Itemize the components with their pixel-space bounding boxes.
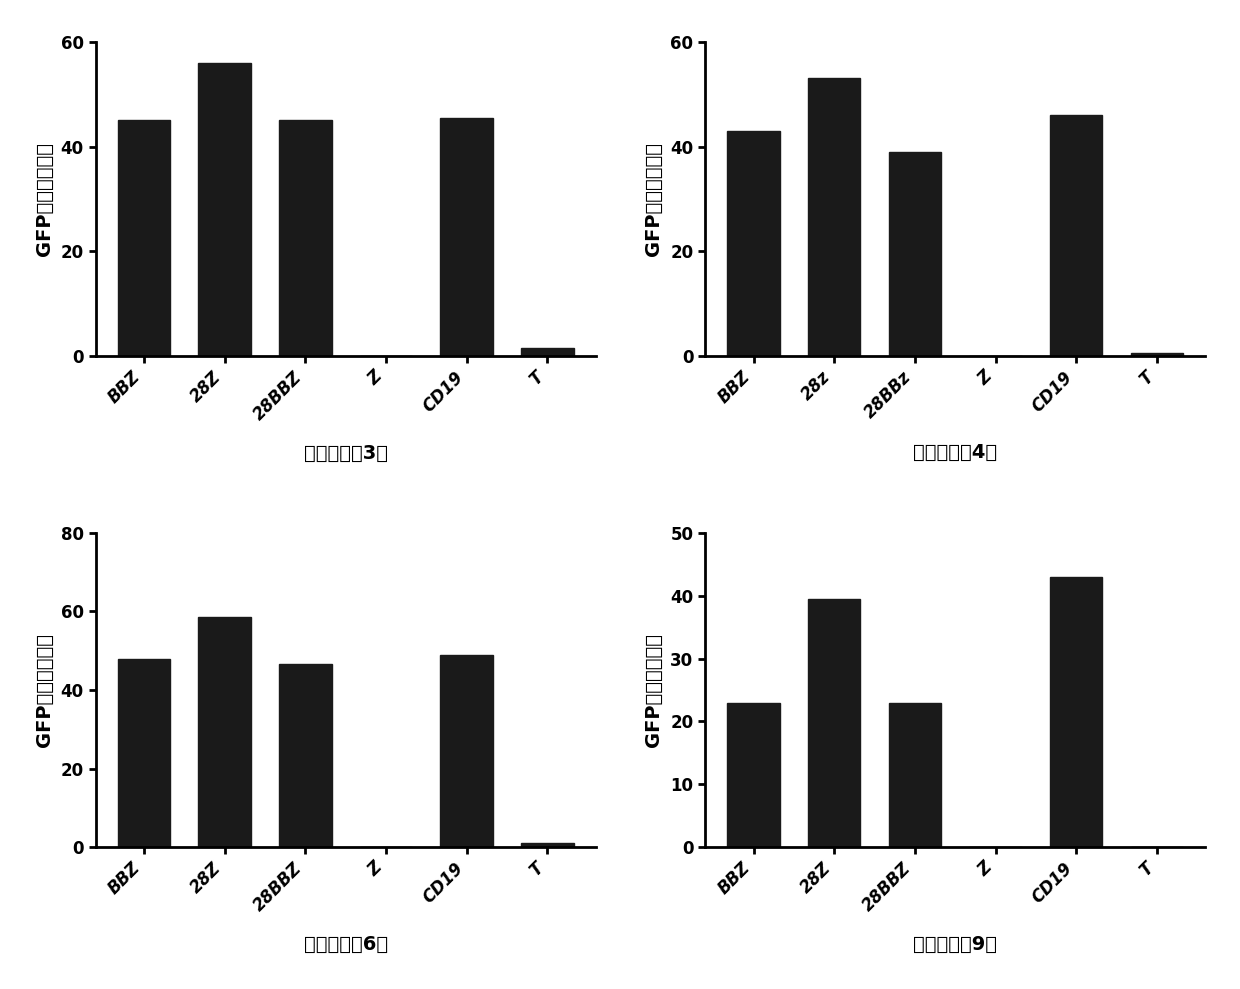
- Bar: [198, 62, 250, 356]
- Bar: [1131, 353, 1183, 356]
- Bar: [521, 348, 574, 356]
- Y-axis label: GFP阳性细胞比例: GFP阳性细胞比例: [645, 141, 663, 256]
- Bar: [440, 118, 492, 356]
- Y-axis label: GFP阳性细胞比例: GFP阳性细胞比例: [645, 633, 663, 747]
- Bar: [521, 844, 574, 848]
- Bar: [279, 121, 331, 356]
- Bar: [889, 702, 941, 848]
- Bar: [279, 665, 331, 848]
- Bar: [1050, 577, 1102, 848]
- Bar: [889, 151, 941, 356]
- X-axis label: 病毒转导后6天: 病毒转导后6天: [304, 936, 388, 954]
- Y-axis label: GFP阳性细胞比例: GFP阳性细胞比例: [35, 633, 53, 747]
- Bar: [198, 617, 250, 848]
- Bar: [1050, 115, 1102, 356]
- Bar: [728, 131, 780, 356]
- Bar: [728, 702, 780, 848]
- Bar: [808, 78, 861, 356]
- Bar: [440, 655, 492, 848]
- Bar: [808, 598, 861, 848]
- X-axis label: 病毒转导后9天: 病毒转导后9天: [913, 936, 997, 954]
- Bar: [118, 121, 170, 356]
- X-axis label: 病毒转导后3天: 病毒转导后3天: [304, 444, 388, 463]
- Bar: [118, 659, 170, 848]
- X-axis label: 病毒转导后4天: 病毒转导后4天: [913, 442, 997, 462]
- Y-axis label: GFP阳性细胞比例: GFP阳性细胞比例: [35, 141, 53, 256]
